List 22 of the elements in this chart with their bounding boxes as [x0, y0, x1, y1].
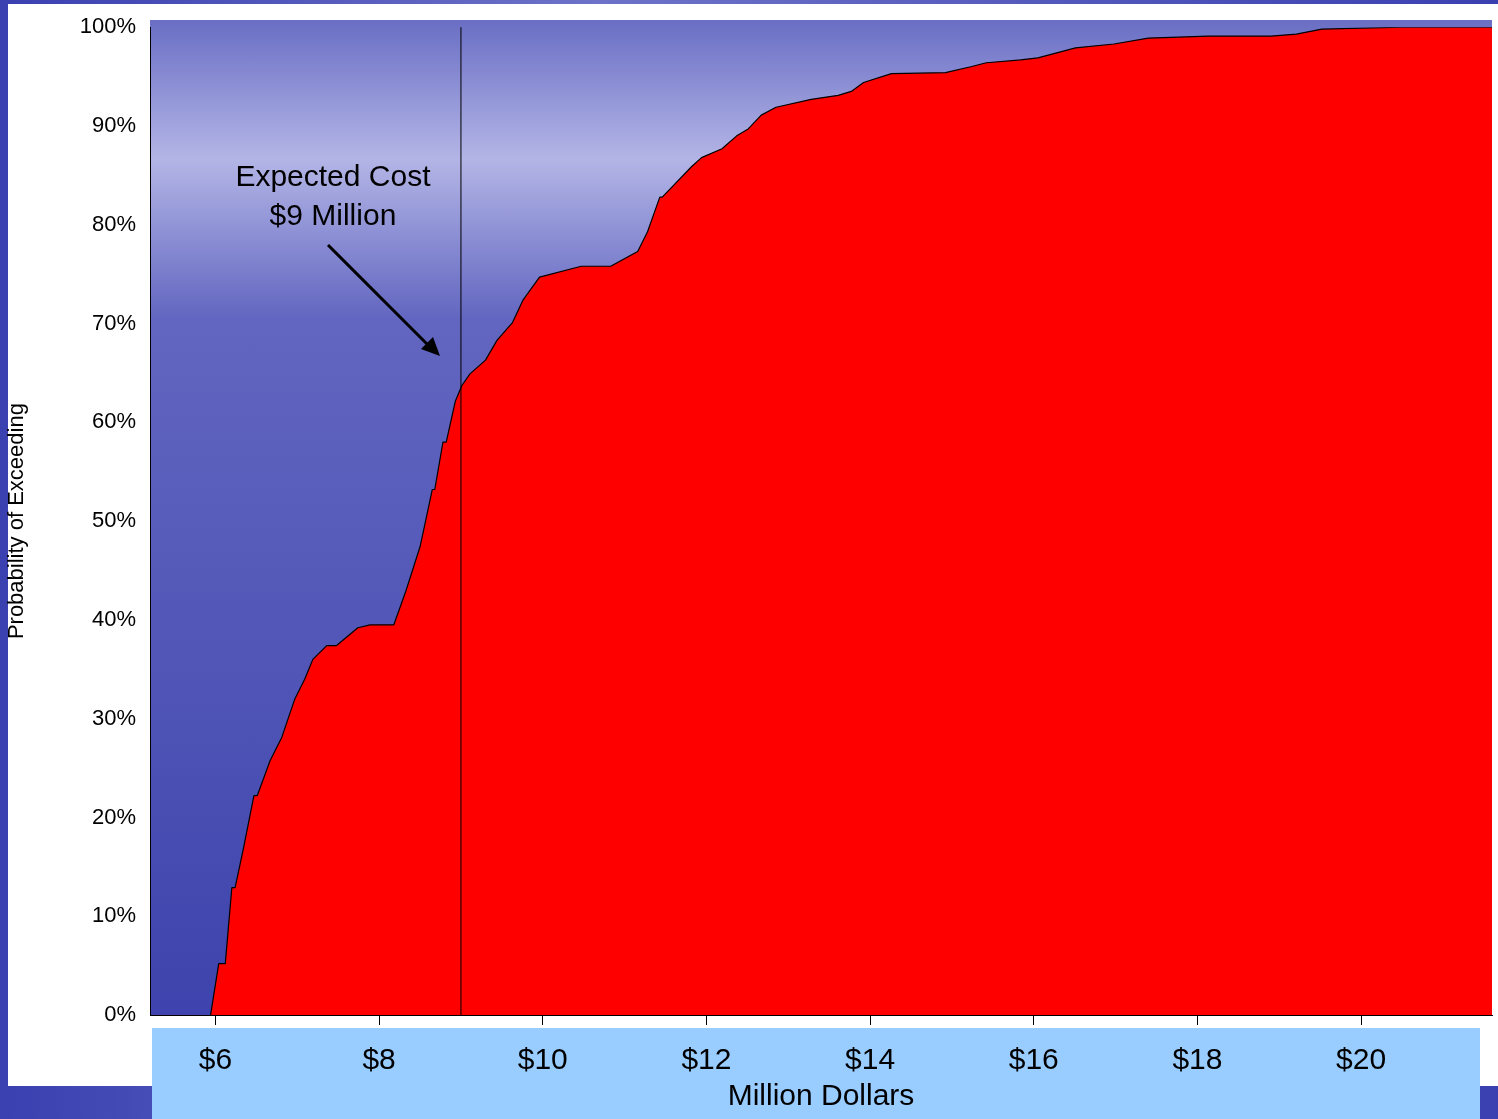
y-tick-label: 90%	[91, 112, 136, 138]
y-tick-label: 100%	[79, 13, 136, 39]
y-tick-label: 10%	[91, 902, 136, 928]
x-tick-label: $6	[198, 1042, 233, 1076]
x-tick-label: $18	[1172, 1042, 1223, 1076]
y-axis-title: Probability of Exceeding	[3, 403, 29, 640]
y-tick-label: 60%	[91, 408, 136, 434]
x-tick-label: $16	[1008, 1042, 1059, 1076]
y-tick-label: 40%	[91, 605, 136, 631]
x-tick-label: $14	[845, 1042, 896, 1076]
y-tick-label: 0%	[104, 1001, 136, 1027]
y-tick-label: 20%	[91, 803, 136, 829]
ref-line-label: Expected Cost $9 Million	[235, 159, 432, 232]
y-tick-label: 70%	[91, 309, 136, 335]
y-tick-label: 30%	[91, 704, 136, 730]
x-tick-label: $10	[517, 1042, 568, 1076]
x-tick-label: $20	[1336, 1042, 1387, 1076]
x-tick-label: $8	[362, 1042, 396, 1076]
x-tick-label: $12	[681, 1042, 732, 1076]
y-tick-label: 50%	[91, 507, 136, 533]
y-tick-label: 80%	[91, 210, 136, 236]
x-axis-title: Million Dollars	[727, 1078, 915, 1112]
